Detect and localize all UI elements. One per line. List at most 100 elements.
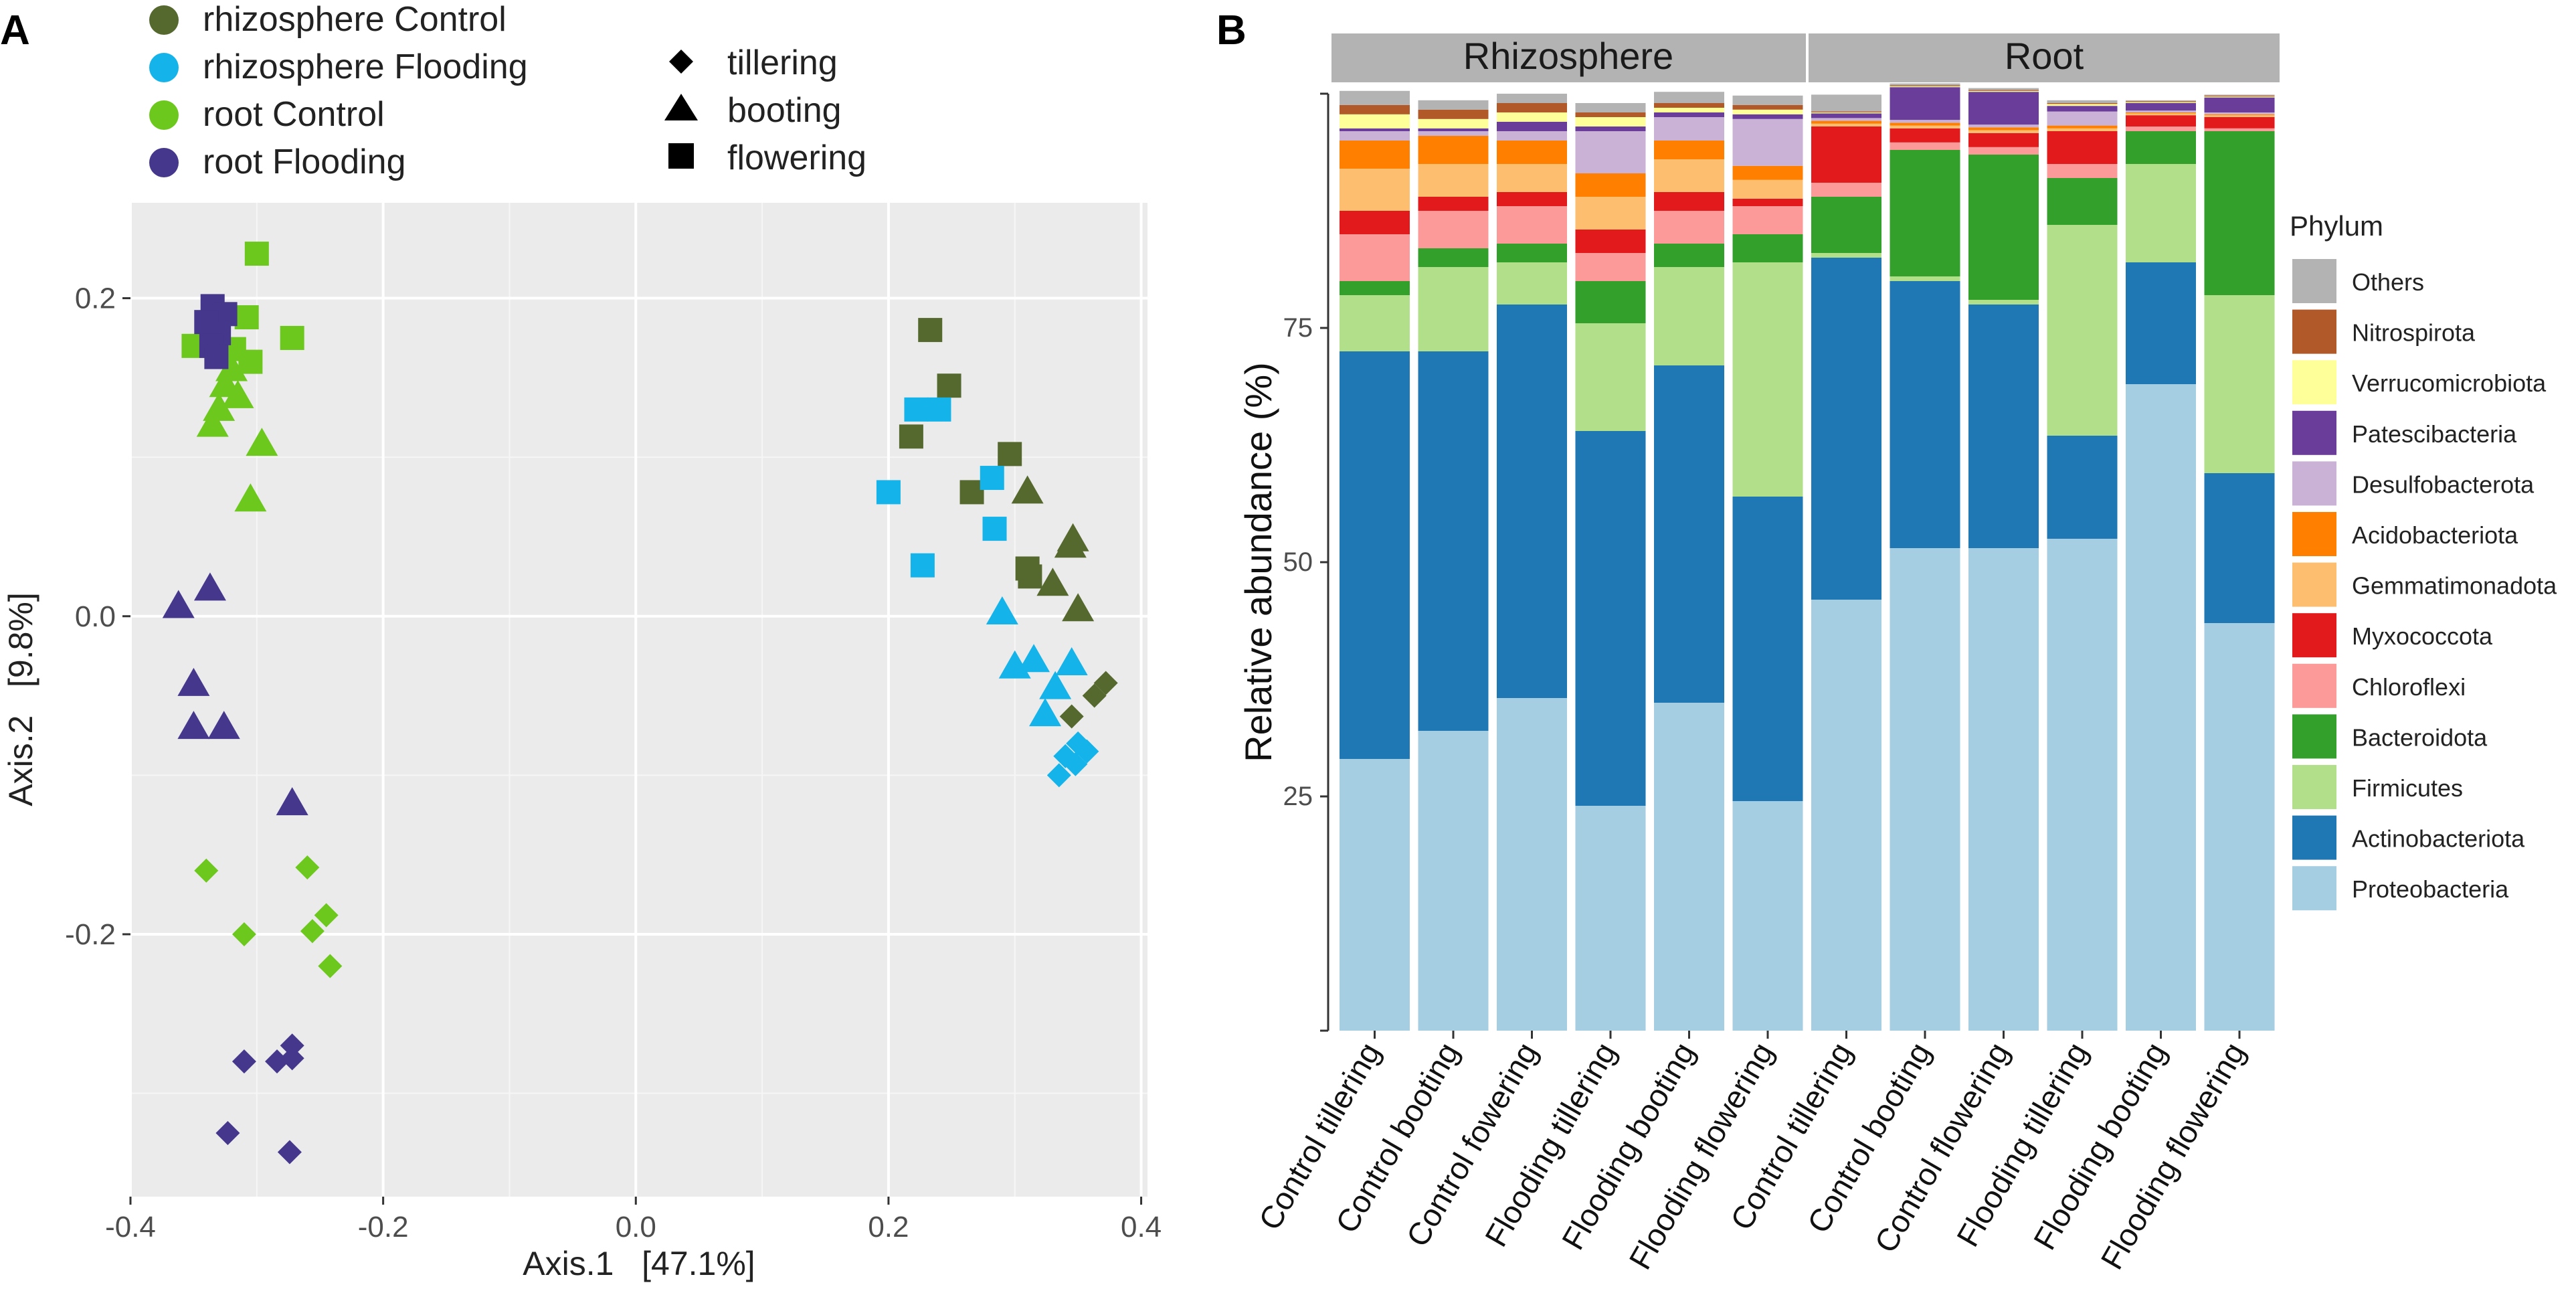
bar-segment-acidobacteriota [2204,114,2275,116]
bar-segment-desulfobacterota [1340,131,1410,141]
point-root-control-square [234,305,259,330]
bar-segment-patescibacteria [1968,92,2039,125]
bar-segment-verrucomicrobiota [1732,109,1803,114]
x-tick-label: 0.4 [1121,1211,1162,1243]
bar-segment-chloroflexi [1968,147,2039,155]
bar-segment-nitrospirota [1654,103,1724,108]
bar-y-tick-label: 50 [1283,547,1313,577]
bar-segment-gemmatimonadota [2047,128,2118,131]
bar-segment-gemmatimonadota [1497,164,1567,192]
bar-segment-acidobacteriota [1968,127,2039,131]
bar-segment-acidobacteriota [2126,112,2196,114]
legend-label-patescibacteria: Patescibacteria [2352,420,2517,448]
point-rhizosphere-control-triangle [1062,593,1095,622]
point-rhizosphere-flooding-diamond [1075,739,1099,764]
y-tick-label: 0.2 [75,282,116,315]
bar-segment-verrucomicrobiota [1418,118,1489,128]
bar-segment-myxococcota [1497,192,1567,206]
bar-segment-patescibacteria [1890,87,1960,120]
point-root-control-triangle [221,379,254,408]
legend-label-rhizosphere-flooding: rhizosphere Flooding [203,48,528,86]
bar-segment-patescibacteria [1732,114,1803,119]
phylum-legend: Others Nitrospirota Verrucomicrobiota Pates… [2292,259,2557,911]
panel-b: B Rhizosphere Root 25 50 75 Control tiller… [1216,7,2557,1275]
legend-swatch-chloroflexi [2292,663,2336,708]
bar-segment-others [1340,90,1410,105]
bar-segment-acidobacteriota [2047,125,2118,128]
bar-segment-bacteroidota [1890,150,1960,276]
bar-segment-bacteroidota [1497,244,1567,262]
legend-label-root-flooding: root Flooding [203,143,406,181]
bar-segment-bacteroidota [1732,234,1803,262]
point-rhizosphere-control-triangle [1054,529,1087,558]
legend-label-tillering: tillering [727,44,838,82]
bar-segment-proteobacteria [2047,539,2118,1031]
legend-label-actinobacteriota: Actinobacteriota [2352,825,2525,853]
point-root-control-diamond [232,922,256,946]
bar-segment-gemmatimonadota [2204,115,2275,117]
legend-swatch-proteobacteria [2292,866,2336,911]
legend-swatch-firmicutes [2292,765,2336,809]
bar-segment-acidobacteriota [1418,136,1489,164]
bar-segment-myxococcota [2204,117,2275,128]
bar-segment-firmicutes [2047,225,2118,436]
bar-segment-gemmatimonadota [1732,179,1803,199]
bar-segment-gemmatimonadota [1418,164,1489,197]
bar-segment-actinobacteriota [1654,365,1724,703]
bar-segment-verrucomicrobiota [1575,117,1646,126]
point-rhizosphere-control-square [937,373,961,398]
color-legend: rhizosphere Control rhizosphere Flooding… [149,0,528,181]
bar-segment-chloroflexi [1340,234,1410,281]
bar-segment-bacteroidota [2126,131,2196,164]
bar-segment-verrucomicrobiota [1811,112,1881,114]
bar-segment-actinobacteriota [2204,473,2275,623]
bar-segment-gemmatimonadota [1890,125,1960,128]
legend-swatch-gemmatimonadota [2292,562,2336,607]
bar-segment-actinobacteriota [1497,305,1567,698]
bar-segment-proteobacteria [1654,703,1724,1031]
bar-segment-proteobacteria [1418,731,1489,1031]
scatter-gridlines [129,203,1147,1197]
point-rhizosphere-control-square [1018,564,1042,589]
facet-strip-rhizosphere [1331,33,1806,82]
point-rhizosphere-flooding-triangle [1029,698,1062,727]
bar-segment-proteobacteria [1732,801,1803,1031]
point-root-flooding-triangle [276,787,308,816]
bar-segment-nitrospirota [1890,85,1960,86]
bar-segment-others [1968,88,2039,90]
bar-segment-others [2126,100,2196,102]
bar-segment-nitrospirota [1732,104,1803,110]
bar-segment-myxococcota [1890,128,1960,143]
bar-segment-proteobacteria [2204,623,2275,1031]
bar-segment-actinobacteriota [1968,305,2039,548]
point-root-control-square [244,242,269,266]
bar-segment-others [1811,94,1881,112]
facet-strip-root [1809,33,2280,82]
bar-segment-actinobacteriota [1811,258,1881,600]
bar-segment-gemmatimonadota [1575,197,1646,230]
point-rhizosphere-flooding-diamond [1046,763,1071,788]
bar-category-label: Flooding flowering [1622,1037,1780,1276]
bar-segment-nitrospirota [2047,103,2118,104]
x-tick-label: -0.4 [105,1211,156,1243]
bar-segment-patescibacteria [1418,128,1489,131]
point-root-flooding-diamond [232,1049,256,1074]
bar-segment-verrucomicrobiota [2204,96,2275,98]
legend-swatch-myxococcota [2292,613,2336,658]
bar-segment-myxococcota [1418,197,1489,211]
bar-segment-bacteroidota [2047,178,2118,225]
bar-segment-gemmatimonadota [1811,123,1881,126]
bar-segment-others [1418,100,1489,110]
point-root-flooding-diamond [277,1140,302,1165]
bar-segment-nitrospirota [2126,101,2196,102]
bar-segment-chloroflexi [1654,211,1724,244]
bar-y-axis: 25 50 75 [1283,92,1329,1032]
bar-segment-desulfobacterota [1968,124,2039,128]
y-tick-label: 0.0 [75,600,116,633]
bar-segment-nitrospirota [1340,104,1410,114]
bar-segment-verrucomicrobiota [1968,90,2039,92]
bar-segment-proteobacteria [1890,548,1960,1031]
bar-segment-desulfobacterota [1575,131,1646,173]
legend-label-gemmatimonadota: Gemmatimonadota [2352,572,2557,600]
